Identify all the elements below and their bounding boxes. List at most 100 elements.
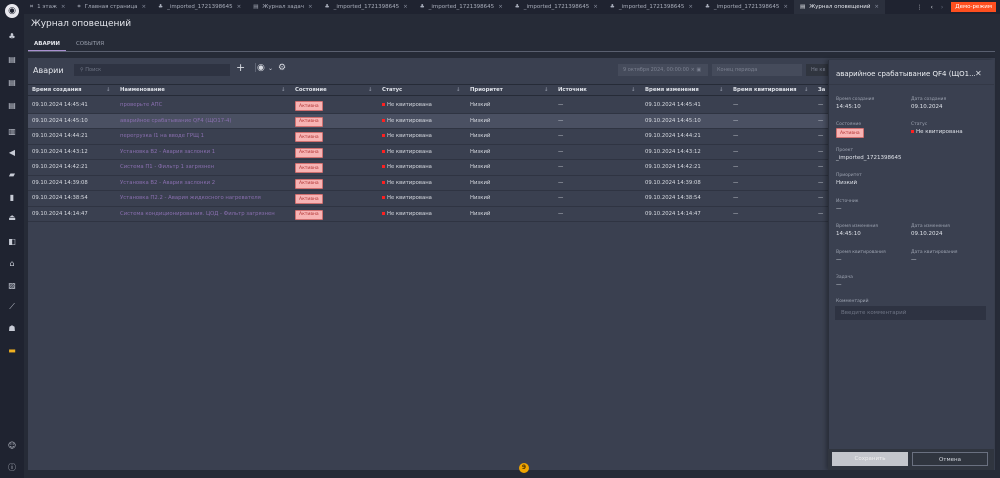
date-to-field[interactable]: Конец периода (712, 64, 802, 76)
tab-5[interactable]: ♣ _imported_1721398645 × (414, 0, 509, 14)
document-icon[interactable]: ▤ (8, 55, 16, 64)
column-header[interactable]: Время квитирования (733, 87, 797, 93)
tab-3[interactable]: ▤ Журнал задач × (247, 0, 318, 14)
document-icon[interactable]: ▤ (8, 101, 16, 110)
sort-arrow-icon[interactable]: ↓ (456, 87, 461, 93)
sort-arrow-icon[interactable]: ↓ (544, 87, 549, 93)
column-header[interactable]: Статус (382, 87, 402, 93)
alarm-name-link[interactable]: аварийное срабатывание QF4 (ЩО17-4) (120, 117, 232, 124)
table-row[interactable]: 09.10.2024 14:43:12 Установка В2 - Авария… (28, 145, 828, 160)
tab-8[interactable]: ♣ _imported_1721398645 × (699, 0, 794, 14)
logo-icon[interactable]: ◉ (5, 4, 19, 18)
stop-icon[interactable]: ◉ (257, 63, 265, 73)
close-tab-icon[interactable]: × (498, 4, 503, 10)
tab-9[interactable]: ▤ Журнал оповещений × (794, 0, 886, 14)
info-icon[interactable]: ⓘ (8, 463, 16, 472)
sort-arrow-icon[interactable]: ↓ (368, 87, 373, 93)
tab-2[interactable]: ♣ _imported_1721398645 × (152, 0, 247, 14)
column-header[interactable]: Время изменения (645, 87, 699, 93)
status-text: Не квитирована (387, 117, 432, 124)
sort-arrow-icon[interactable]: ↓ (631, 87, 636, 93)
chevron-down-icon[interactable]: ⌄ (268, 65, 274, 72)
home-icon[interactable]: ⌂ (9, 259, 15, 268)
column-header[interactable]: Источник (558, 87, 587, 93)
table-row[interactable]: 09.10.2024 14:14:47 Система кондициониров… (28, 207, 828, 222)
document-icon[interactable]: ▤ (8, 78, 16, 87)
notification-count-badge[interactable]: 9 (519, 463, 529, 473)
more-icon[interactable]: ⋮ (916, 3, 923, 11)
column-header[interactable]: За (818, 87, 825, 93)
tab-events[interactable]: СОБЫТИЯ (75, 41, 105, 47)
users-icon[interactable]: ☗ (8, 324, 16, 333)
folder-icon[interactable]: ▬ (8, 346, 16, 355)
column-header[interactable]: Состояние (295, 87, 327, 93)
tab-0[interactable]: ⌗ 1 этаж × (24, 0, 72, 14)
date-from-field[interactable]: 9 октября 2024, 00:00:00 × ▣ (618, 64, 708, 76)
table-cell: Низкий (470, 195, 491, 201)
comment-input[interactable]: Введите комментарий (835, 306, 986, 320)
tab-1[interactable]: ⌗ Главная страница × (72, 0, 153, 14)
user-icon[interactable]: ☺ (7, 441, 17, 450)
tab-label: Главная страница (84, 4, 138, 10)
tab-6[interactable]: ♣ _imported_1721398645 × (509, 0, 604, 14)
table-row[interactable]: 09.10.2024 14:45:10 аварийное срабатывани… (28, 113, 828, 129)
close-tab-icon[interactable]: × (308, 4, 313, 10)
table-row[interactable]: 09.10.2024 14:38:54 Установка П2.2 - Авар… (28, 191, 828, 207)
alarm-name-link[interactable]: Система П1 - Фильтр 1 загрязнен (120, 164, 215, 170)
camera-icon[interactable]: ◀ (8, 148, 16, 157)
alarm-name-link[interactable]: Установка В2 - Авария заслонки 1 (120, 148, 216, 155)
chart-icon[interactable]: ⟋ (9, 302, 15, 311)
table-row[interactable]: 09.10.2024 14:44:21 перегрузка I1 на ввод… (28, 129, 828, 145)
table-row[interactable]: 09.10.2024 14:39:08 Установка В2 - Авария… (28, 176, 828, 191)
settings-icon[interactable]: ⚙ (278, 63, 287, 73)
alarm-name-link[interactable]: Установка В2 - Авария заслонки 2 (120, 179, 216, 186)
sort-arrow-icon[interactable]: ↓ (719, 87, 724, 93)
ack-filter[interactable]: Не кв (806, 64, 828, 76)
column-header[interactable]: Приоритет (470, 87, 503, 93)
truck-icon[interactable]: ▰ (8, 170, 16, 179)
bank-icon[interactable]: ▥ (8, 127, 16, 136)
close-tab-icon[interactable]: × (141, 4, 147, 10)
tab-4[interactable]: ♣ _imported_1721398645 × (319, 0, 414, 14)
close-tab-icon[interactable]: × (403, 4, 408, 10)
chevron-left-icon[interactable]: ‹ (930, 3, 933, 11)
close-tab-icon[interactable]: × (783, 4, 789, 10)
eject-icon[interactable]: ⏏ (8, 213, 16, 222)
chevron-right-icon[interactable]: › (940, 3, 944, 11)
column-header[interactable]: Время создания (32, 87, 81, 93)
state-badge: Активна (295, 132, 323, 142)
close-tab-icon[interactable]: × (236, 4, 242, 10)
sort-arrow-icon[interactable]: ↓ (106, 87, 111, 93)
close-icon[interactable]: ✕ (975, 69, 982, 78)
alarm-name-link[interactable]: Установка П2.2 - Авария жидкосного нагре… (120, 195, 261, 201)
building-icon[interactable]: ▮ (9, 193, 15, 202)
tab-7[interactable]: ♣ _imported_1721398645 × (604, 0, 699, 14)
table-cell: — (733, 133, 739, 139)
alarm-name-link[interactable]: Система кондиционирования. ЦОД - Фильтр … (120, 210, 275, 217)
door-icon[interactable]: ◧ (8, 237, 16, 246)
alarm-name-link[interactable]: проверьте АПС (120, 102, 163, 108)
cancel-button[interactable]: Отмена (912, 452, 988, 466)
hierarchy-icon[interactable]: ♣ (8, 32, 16, 41)
table-cell: — (733, 102, 739, 108)
save-button[interactable]: Сохранить (832, 452, 908, 466)
alarm-name-link[interactable]: перегрузка I1 на вводе ГРЩ 1 (120, 133, 204, 139)
search-placeholder: Поиск (85, 67, 102, 73)
column-header[interactable]: Наименование (120, 87, 165, 93)
sort-arrow-icon[interactable]: ↓ (804, 87, 809, 93)
close-tab-icon[interactable]: × (688, 4, 693, 10)
table-row[interactable]: 09.10.2024 14:45:41 проверьте АПС Активна Н… (28, 98, 828, 114)
add-icon[interactable]: + (236, 61, 246, 74)
close-tab-icon[interactable]: × (874, 4, 880, 10)
search-input[interactable]: ⚲ Поиск (74, 64, 230, 76)
demo-mode-badge[interactable]: Демо-режим (951, 2, 996, 12)
close-tab-icon[interactable]: × (60, 4, 66, 10)
floor-plan-icon: ⌗ (77, 3, 81, 10)
close-tab-icon[interactable]: × (593, 4, 598, 10)
status-text: Не квитирована (387, 195, 432, 201)
tab-alarms[interactable]: АВАРИИ (28, 40, 66, 51)
hatch-icon[interactable]: ▨ (8, 281, 16, 290)
sort-arrow-icon[interactable]: ↓ (281, 87, 286, 93)
table-row[interactable]: 09.10.2024 14:42:21 Система П1 - Фильтр 1… (28, 160, 828, 176)
table-header: Время создания Наименование ↓ Состояние ↓ Ста… (28, 84, 828, 96)
